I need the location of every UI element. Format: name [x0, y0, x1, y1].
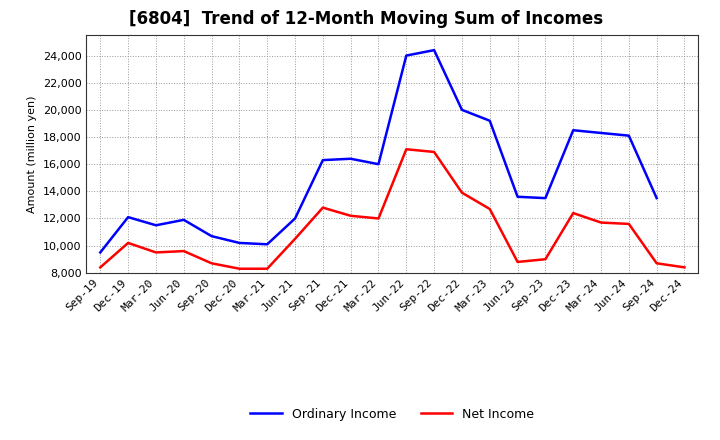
Ordinary Income — [263, 242, 271, 247]
Ordinary Income — [291, 216, 300, 221]
Ordinary Income — [346, 156, 355, 161]
Y-axis label: Amount (million yen): Amount (million yen) — [27, 95, 37, 213]
Ordinary Income — [569, 128, 577, 133]
Net Income — [346, 213, 355, 218]
Legend: Ordinary Income, Net Income: Ordinary Income, Net Income — [246, 403, 539, 425]
Net Income — [235, 266, 243, 271]
Ordinary Income — [402, 53, 410, 58]
Net Income — [624, 221, 633, 227]
Ordinary Income — [318, 158, 327, 163]
Ordinary Income — [652, 195, 661, 201]
Net Income — [291, 236, 300, 242]
Ordinary Income — [513, 194, 522, 199]
Net Income — [96, 265, 104, 270]
Net Income — [569, 210, 577, 216]
Net Income — [179, 249, 188, 254]
Net Income — [458, 190, 467, 195]
Line: Ordinary Income: Ordinary Income — [100, 50, 657, 253]
Net Income — [124, 240, 132, 246]
Net Income — [402, 147, 410, 152]
Net Income — [374, 216, 383, 221]
Net Income — [263, 266, 271, 271]
Ordinary Income — [96, 250, 104, 255]
Ordinary Income — [597, 130, 606, 136]
Ordinary Income — [152, 223, 161, 228]
Ordinary Income — [374, 161, 383, 167]
Net Income — [513, 259, 522, 264]
Ordinary Income — [179, 217, 188, 223]
Ordinary Income — [624, 133, 633, 138]
Net Income — [541, 257, 550, 262]
Net Income — [652, 260, 661, 266]
Ordinary Income — [430, 48, 438, 53]
Ordinary Income — [541, 195, 550, 201]
Ordinary Income — [235, 240, 243, 246]
Ordinary Income — [207, 234, 216, 239]
Net Income — [318, 205, 327, 210]
Net Income — [207, 260, 216, 266]
Net Income — [485, 206, 494, 212]
Net Income — [680, 265, 689, 270]
Ordinary Income — [485, 118, 494, 123]
Text: [6804]  Trend of 12-Month Moving Sum of Incomes: [6804] Trend of 12-Month Moving Sum of I… — [130, 10, 603, 28]
Line: Net Income: Net Income — [100, 149, 685, 269]
Net Income — [597, 220, 606, 225]
Net Income — [430, 149, 438, 154]
Net Income — [152, 250, 161, 255]
Ordinary Income — [458, 107, 467, 113]
Ordinary Income — [124, 214, 132, 220]
